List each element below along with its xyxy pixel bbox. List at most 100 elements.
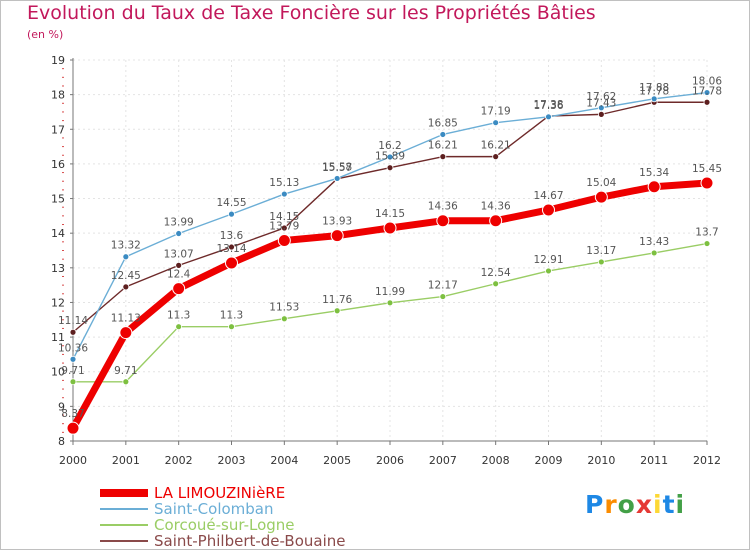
data-label-saint-colomban: 13.99 (164, 217, 194, 229)
legend-swatch (100, 540, 148, 542)
x-tick-label: 2007 (429, 454, 457, 467)
legend-label: Saint-Philbert-de-Bouaine (154, 532, 345, 550)
x-tick-label: 2012 (693, 454, 721, 467)
x-tick-label: 2009 (535, 454, 563, 467)
data-label-saint-colomban: 17.88 (639, 82, 669, 94)
y-tick-label: 16 (51, 158, 65, 171)
data-point-la-limouzini-re (173, 283, 185, 295)
axes: 89101112131415161718192000 2001 2002 2003 20… (51, 54, 721, 467)
data-point-la-limouzini-re (67, 422, 79, 434)
data-label-corcou-sur-logne: 12.54 (481, 267, 511, 279)
data-label-saint-philbert-de-bouaine: 12.45 (111, 270, 141, 282)
data-point-saint-philbert-de-bouaine (598, 111, 604, 117)
data-label-la-limouzini-re: 14.36 (428, 201, 458, 213)
logo-letter: P (585, 490, 604, 519)
data-label-saint-colomban: 14.55 (216, 197, 246, 209)
data-point-saint-philbert-de-bouaine (387, 165, 393, 171)
data-point-saint-philbert-de-bouaine (176, 262, 182, 268)
legend-item: Saint-Colomban (100, 501, 400, 517)
data-label-saint-colomban: 15.13 (269, 177, 299, 189)
x-tick-label: 2010 (587, 454, 615, 467)
x-tick-label: 2003 (218, 454, 246, 467)
data-label-corcou-sur-logne: 13.17 (586, 245, 616, 257)
data-point-saint-colomban (493, 120, 499, 126)
x-tick-label: 2008 (482, 454, 510, 467)
data-point-corcou-sur-logne (70, 379, 76, 385)
data-point-la-limouzini-re (331, 230, 343, 242)
y-tick-label: 18 (51, 89, 65, 102)
x-tick-label: 2005 (323, 454, 351, 467)
data-point-saint-philbert-de-bouaine (123, 284, 129, 290)
data-label-saint-philbert-de-bouaine: 11.14 (58, 315, 88, 327)
data-point-corcou-sur-logne (440, 294, 446, 300)
data-label-saint-colomban: 16.2 (378, 140, 401, 152)
data-label-corcou-sur-logne: 9.71 (61, 365, 84, 377)
data-label-la-limouzini-re: 15.04 (586, 177, 616, 189)
data-point-la-limouzini-re (278, 234, 290, 246)
x-tick-label: 2001 (112, 454, 140, 467)
data-point-la-limouzini-re (226, 257, 238, 269)
data-point-saint-colomban (440, 131, 446, 137)
data-label-la-limouzini-re: 12.4 (167, 269, 191, 281)
data-label-saint-philbert-de-bouaine: 16.21 (428, 140, 458, 152)
data-label-corcou-sur-logne: 11.99 (375, 286, 405, 298)
x-tick-label: 2002 (165, 454, 193, 467)
data-point-corcou-sur-logne (334, 308, 340, 314)
data-label-la-limouzini-re: 11.13 (111, 313, 141, 325)
data-point-corcou-sur-logne (387, 300, 393, 306)
data-point-la-limouzini-re (648, 181, 660, 193)
y-tick-label: 14 (51, 227, 65, 240)
data-label-saint-philbert-de-bouaine: 16.21 (481, 140, 511, 152)
data-point-la-limouzini-re (437, 215, 449, 227)
y-tick-label: 15 (51, 193, 65, 206)
data-label-la-limouzini-re: 14.67 (533, 190, 563, 202)
data-label-corcou-sur-logne: 11.3 (167, 310, 190, 322)
data-point-la-limouzini-re (490, 215, 502, 227)
data-label-corcou-sur-logne: 9.71 (114, 365, 137, 377)
data-point-corcou-sur-logne (704, 241, 710, 247)
legend-swatch (100, 489, 148, 497)
data-label-corcou-sur-logne: 12.17 (428, 280, 458, 292)
legend-item: Saint-Philbert-de-Bouaine (100, 533, 400, 549)
data-label-corcou-sur-logne: 12.91 (533, 254, 563, 266)
data-label-saint-colomban: 15.58 (322, 161, 352, 173)
data-point-saint-colomban (334, 175, 340, 181)
data-label-corcou-sur-logne: 11.76 (322, 294, 352, 306)
data-label-saint-colomban: 18.06 (692, 76, 722, 88)
data-label-saint-colomban: 16.85 (428, 117, 458, 129)
y-tick-label: 19 (51, 54, 65, 67)
y-tick-label: 17 (51, 123, 65, 136)
data-point-la-limouzini-re (120, 327, 132, 339)
x-tick-label: 2004 (270, 454, 298, 467)
data-label-la-limouzini-re: 14.36 (481, 201, 511, 213)
legend-swatch (100, 508, 148, 510)
y-tick-label: 13 (51, 262, 65, 275)
data-point-saint-colomban (229, 211, 235, 217)
data-label-la-limouzini-re: 8.37 (61, 408, 84, 420)
data-point-saint-colomban (281, 191, 287, 197)
data-label-la-limouzini-re: 13.93 (322, 216, 352, 228)
logo-letter: t (663, 490, 676, 519)
data-point-la-limouzini-re (701, 177, 713, 189)
data-point-la-limouzini-re (595, 191, 607, 203)
legend-swatch (100, 524, 148, 526)
data-label-corcou-sur-logne: 13.7 (695, 227, 718, 239)
data-label-saint-colomban: 17.19 (481, 106, 511, 118)
data-label-la-limouzini-re: 13.14 (216, 243, 246, 255)
y-tick-label: 8 (58, 435, 65, 448)
line-chart: 8 9 10 11 12 13 14 15 16 17 18 19 2000 2001 2002 2003 20… (0, 0, 750, 480)
data-point-corcou-sur-logne (598, 259, 604, 265)
logo-letter: x (636, 490, 653, 519)
x-tick-label: 2000 (59, 454, 87, 467)
data-label-saint-philbert-de-bouaine: 13.6 (220, 230, 244, 242)
logo-letter: r (604, 490, 617, 519)
data-label-corcou-sur-logne: 11.3 (220, 310, 243, 322)
data-point-corcou-sur-logne (229, 324, 235, 330)
data-point-la-limouzini-re (543, 204, 555, 216)
data-point-saint-colomban (176, 231, 182, 237)
data-label-saint-colomban: 17.36 (533, 100, 563, 112)
data-label-saint-colomban: 13.32 (111, 240, 141, 252)
logo-letter: i (653, 490, 663, 519)
data-point-saint-philbert-de-bouaine (704, 99, 710, 105)
